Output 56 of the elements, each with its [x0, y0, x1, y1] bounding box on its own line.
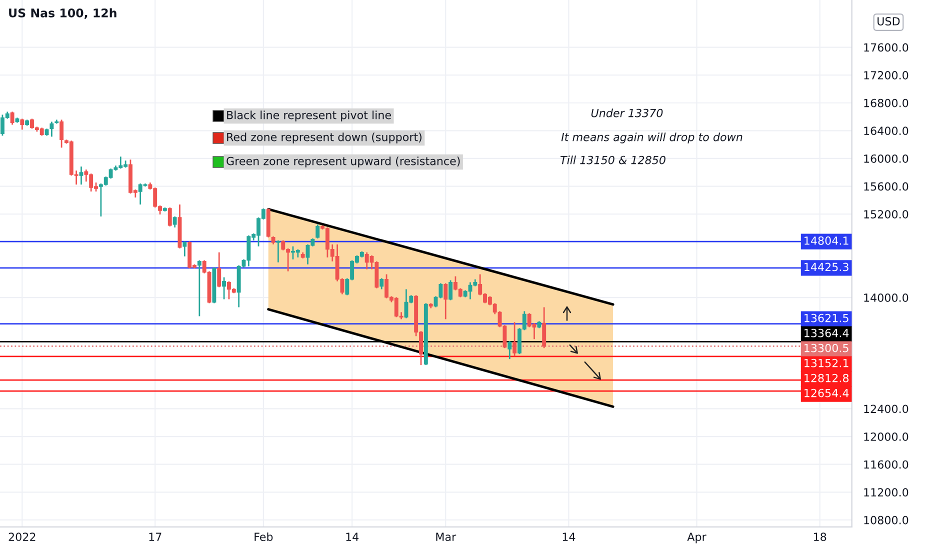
ref-line-label: 13300.5 — [804, 344, 848, 352]
candlestick — [542, 306, 546, 349]
y-tick-label: 10800.0 — [864, 516, 908, 524]
ref-line-label: 13621.5 — [804, 314, 848, 322]
text: US Nas 100, 12h — [9, 8, 116, 19]
y-tick-label: 12000.0 — [864, 432, 908, 441]
candlestick — [182, 240, 187, 258]
candlestick — [276, 240, 280, 264]
y-tick-label: 15200.0 — [864, 210, 908, 218]
y-tick-label: 16400.0 — [864, 126, 908, 136]
ref-line-label: 12812.8 — [804, 374, 849, 382]
y-tick-label: 11200.0 — [864, 488, 908, 497]
x-tick-label: Apr — [687, 532, 706, 544]
candlestick — [79, 166, 84, 186]
x-tick-label: 2022 — [8, 532, 36, 542]
x-tick-label: 18 — [814, 532, 826, 542]
y-tick-label: 17200.0 — [864, 71, 908, 80]
annotation: Till 13150 & 12850 — [560, 156, 666, 164]
annotation: Black line represent pivot line — [227, 110, 391, 122]
y-tick-label: 12400.0 — [864, 404, 908, 414]
x-tick-label: 14 — [562, 532, 576, 541]
candlestick — [512, 321, 517, 357]
candlestick — [217, 252, 222, 288]
x-tick-label: 17 — [149, 532, 162, 541]
annotation: It means again will drop to down — [561, 132, 742, 144]
candlestick — [316, 224, 320, 240]
annotation: Green zone represent upward (resistance) — [226, 156, 460, 168]
y-tick-label: 11600.0 — [864, 460, 908, 469]
ref-line-label: 14804.1 — [804, 236, 848, 245]
candlestick — [168, 206, 172, 228]
candlestick — [50, 121, 54, 138]
candlestick — [172, 216, 177, 228]
x-tick-label: 14 — [346, 532, 359, 541]
y-axis-title: USD — [878, 17, 900, 26]
x-tick-label: Mar — [436, 532, 456, 542]
candlestick — [380, 278, 384, 290]
y-tick-label: 16000.0 — [864, 154, 908, 163]
y-tick-label: 16800.0 — [864, 98, 908, 108]
y-tick-label: 14000.0 — [864, 293, 908, 302]
candlestick — [444, 282, 448, 320]
ref-line-label: 13152.1 — [804, 358, 848, 368]
annotation: Red zone represent down (support) — [227, 132, 422, 144]
candlestick — [508, 340, 512, 360]
candlestick — [197, 260, 202, 317]
candlestick — [20, 118, 24, 130]
ref-line-label: 13364.4 — [804, 328, 849, 338]
ref-line-label: 12654.4 — [804, 388, 849, 398]
ref-line-label: 14425.3 — [804, 262, 848, 272]
annotation: Under 13370 — [591, 108, 663, 118]
candlestick — [222, 276, 226, 300]
x-tick-label: Feb — [254, 532, 273, 542]
y-tick-label: 17600.0 — [864, 43, 908, 52]
candlestick — [448, 280, 453, 301]
candlestick — [60, 119, 64, 148]
candlestick — [10, 111, 14, 126]
y-tick-label: 15600.0 — [864, 182, 908, 191]
